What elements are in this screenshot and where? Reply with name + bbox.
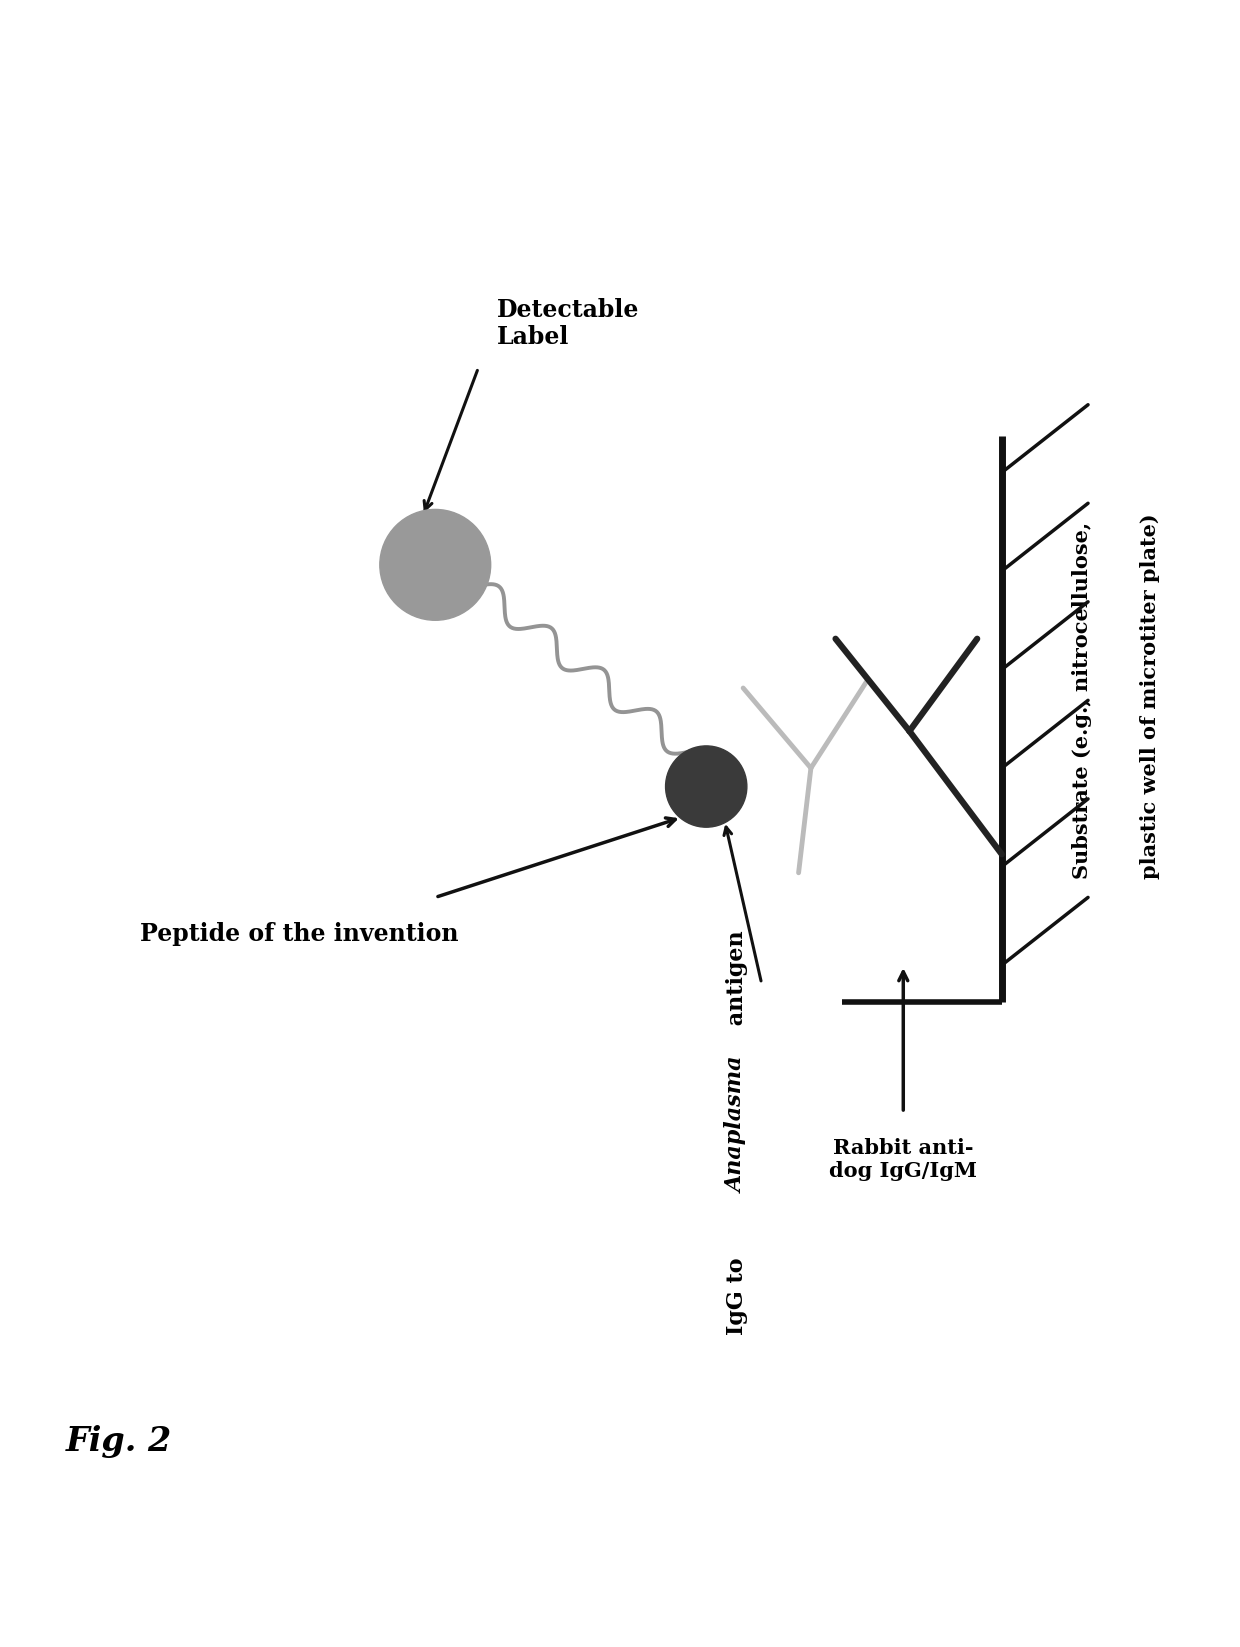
- Text: antigen: antigen: [725, 931, 748, 1033]
- Text: Anaplasma: Anaplasma: [725, 1056, 748, 1192]
- Text: Rabbit anti-
dog IgG/IgM: Rabbit anti- dog IgG/IgM: [830, 1138, 977, 1181]
- Text: Detectable
Label: Detectable Label: [497, 298, 639, 349]
- Text: Fig. 2: Fig. 2: [66, 1425, 172, 1458]
- Text: Substrate (e.g., nitrocellulose,: Substrate (e.g., nitrocellulose,: [1071, 522, 1092, 879]
- Text: plastic well of microtiter plate): plastic well of microtiter plate): [1140, 514, 1159, 879]
- Text: Peptide of the invention: Peptide of the invention: [140, 922, 458, 945]
- Text: IgG to: IgG to: [725, 1250, 748, 1334]
- Circle shape: [379, 509, 491, 621]
- Circle shape: [666, 746, 746, 827]
